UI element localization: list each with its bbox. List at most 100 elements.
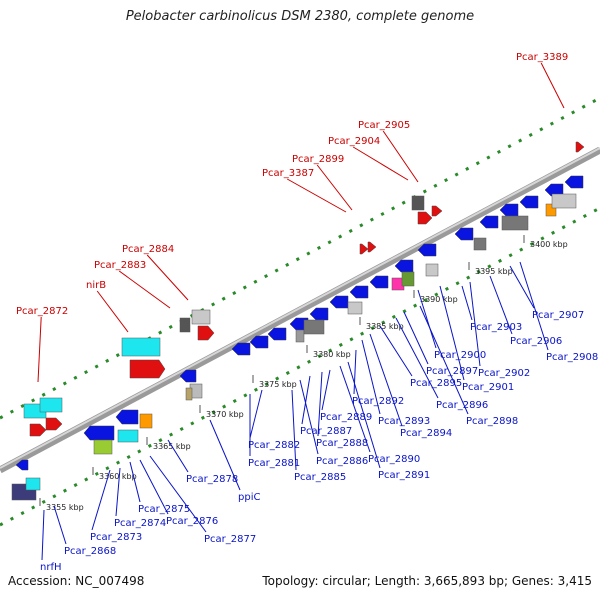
gene-reverse	[329, 295, 349, 309]
gene-label-bottom: Pcar_2886	[316, 456, 368, 467]
gene-label-bottom: Pcar_2907	[532, 310, 584, 321]
gene-reverse	[309, 307, 329, 321]
gene-forward	[197, 325, 215, 341]
gene-label-bottom: Pcar_2898	[466, 416, 518, 427]
leader-line-bottom	[519, 261, 549, 351]
gene-label-bottom: Pcar_2908	[546, 352, 598, 363]
accession-text: Accession: NC_007498	[8, 574, 145, 588]
gene-box-light	[191, 309, 211, 325]
leader-line-top	[96, 290, 129, 333]
gene-forward	[575, 141, 585, 153]
leader-line-top	[37, 316, 42, 383]
genome-axis	[0, 146, 600, 474]
gene-label-bottom: Pcar_2900	[434, 350, 486, 361]
gene-label-bottom: ppiC	[238, 492, 260, 503]
gene-reverse	[479, 215, 499, 229]
gene-label-bottom: Pcar_2894	[400, 428, 452, 439]
gene-forward	[129, 359, 166, 379]
gene-box-orange	[545, 203, 557, 217]
gene-forward	[29, 423, 47, 437]
gene-forward	[45, 417, 63, 431]
gene-reverse	[115, 409, 139, 425]
gene-box-green	[401, 271, 415, 287]
gene-box-cyan	[117, 429, 139, 443]
leader-line-top	[118, 270, 171, 309]
gene-label-bottom: Pcar_2901	[462, 382, 514, 393]
gene-box-cyan	[25, 477, 41, 491]
gene-label-bottom: Pcar_2881	[248, 458, 300, 469]
gene-label-bottom: Pcar_2892	[352, 396, 404, 407]
leader-line-bottom	[489, 275, 513, 335]
gene-reverse	[564, 175, 584, 189]
gene-label-bottom: Pcar_2896	[436, 400, 488, 411]
gene-label-bottom: Pcar_2868	[64, 546, 116, 557]
gene-label-top: nirB	[86, 280, 106, 291]
gene-reverse	[369, 275, 389, 289]
gene-reverse	[519, 195, 539, 209]
leader-line-bottom	[53, 505, 67, 545]
leader-line-bottom	[291, 389, 297, 471]
leader-line-bottom	[139, 459, 169, 515]
gene-label-bottom: Pcar_2891	[378, 470, 430, 481]
gene-box-gray	[295, 329, 305, 343]
gene-label-top: Pcar_2872	[16, 306, 68, 317]
leader-line-top	[382, 130, 419, 183]
axis-tick-label: 3400 kbp	[530, 240, 568, 249]
gene-reverse	[267, 327, 287, 341]
leader-line-top	[540, 62, 565, 109]
gene-forward	[431, 205, 443, 217]
leader-line-bottom	[299, 379, 319, 455]
leader-line-bottom	[209, 419, 241, 491]
gene-box-green	[93, 439, 113, 455]
gene-box-cyan	[121, 337, 161, 357]
gene-reverse	[417, 243, 437, 257]
gene-label-bottom: Pcar_2875	[138, 504, 190, 515]
leader-line-bottom	[395, 317, 439, 399]
gene-label-bottom: Pcar_2876	[166, 516, 218, 527]
axis-tick-label: 3370 kbp	[206, 410, 244, 419]
leader-line-bottom	[461, 285, 473, 321]
axis-tick-label: 3375 kbp	[259, 380, 297, 389]
gene-box-gray	[501, 215, 529, 231]
leader-line-bottom	[369, 333, 403, 427]
axis-tick-label: 3355 kbp	[46, 503, 84, 512]
gene-label-bottom: Pcar_2873	[90, 532, 142, 543]
gene-box-dark	[179, 317, 191, 333]
leader-line-bottom	[167, 439, 189, 473]
leader-line-bottom	[91, 469, 111, 531]
gene-box-dark	[411, 195, 425, 211]
gene-reverse	[179, 369, 197, 383]
leader-line-bottom	[347, 361, 381, 469]
gene-label-bottom: Pcar_2887	[300, 426, 352, 437]
gene-label-top: Pcar_3387	[262, 168, 314, 179]
gene-reverse	[231, 342, 251, 356]
axis-tick-label: 3395 kbp	[475, 267, 513, 276]
gene-label-bottom: Pcar_2888	[316, 438, 368, 449]
leader-line-bottom	[403, 311, 429, 365]
leader-line-bottom	[379, 325, 413, 377]
gene-label-bottom: Pcar_2903	[470, 322, 522, 333]
leader-line-bottom	[419, 305, 469, 415]
dotted-track-upper	[0, 96, 600, 420]
gene-label-bottom: Pcar_2897	[426, 366, 478, 377]
gene-reverse	[454, 227, 474, 241]
leader-line-bottom	[361, 339, 381, 415]
leader-line-bottom	[321, 369, 331, 411]
leader-line-bottom	[249, 389, 263, 439]
gene-label-top: Pcar_3389	[516, 52, 568, 63]
gene-label-bottom: Pcar_2889	[320, 412, 372, 423]
leader-line-top	[352, 146, 409, 181]
gene-label-bottom: Pcar_2878	[186, 474, 238, 485]
gene-reverse	[83, 425, 115, 441]
gene-forward	[359, 243, 369, 255]
gene-label-bottom: Pcar_2895	[410, 378, 462, 389]
leader-line-top	[316, 164, 353, 211]
gene-label-bottom: Pcar_2893	[378, 416, 430, 427]
leader-line-bottom	[317, 371, 323, 437]
gene-label-bottom: Pcar_2890	[368, 454, 420, 465]
leader-line-bottom	[115, 467, 121, 517]
genome-axis-highlight	[0, 147, 600, 469]
gene-label-bottom: Pcar_2882	[248, 440, 300, 451]
